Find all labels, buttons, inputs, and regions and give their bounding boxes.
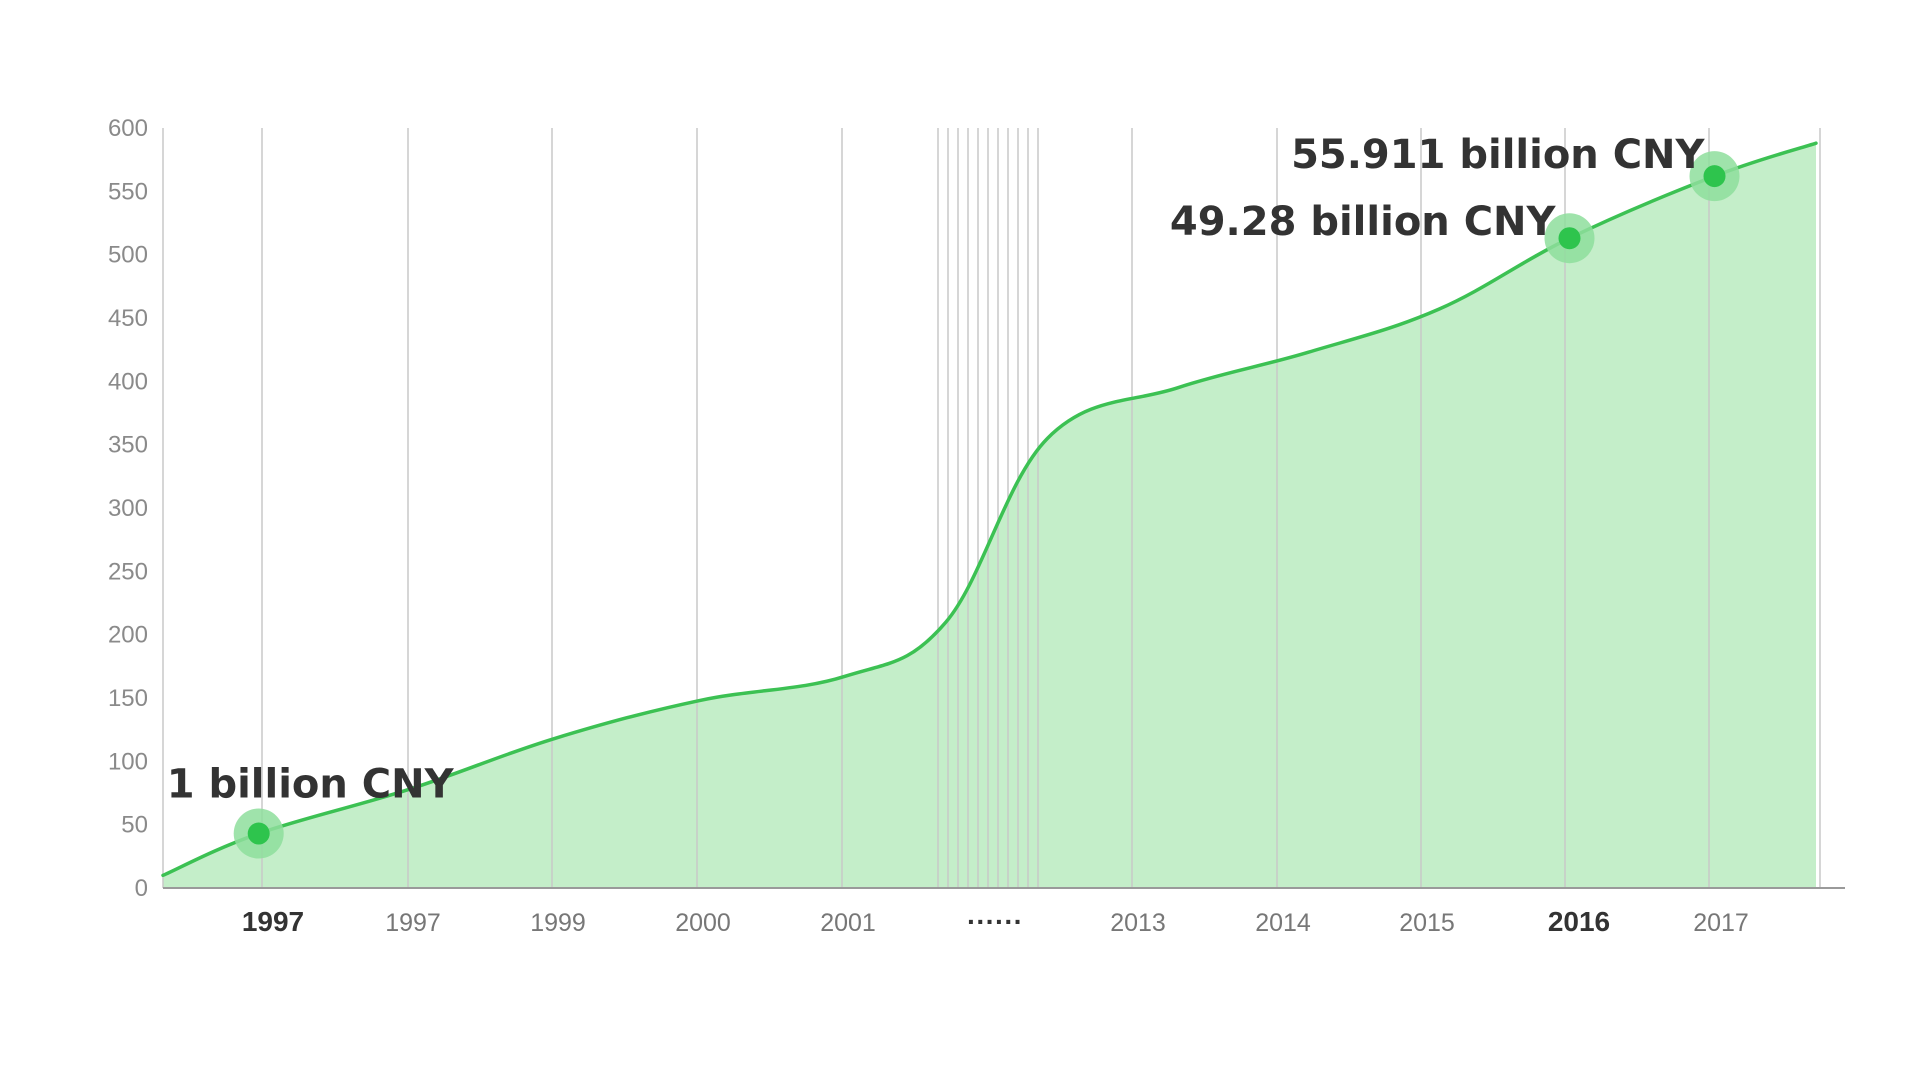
y-tick-label: 500: [108, 242, 148, 269]
x-tick-label: 2015: [1399, 909, 1455, 937]
data-point-marker[interactable]: [247, 822, 270, 845]
x-tick-label: 1997: [242, 906, 304, 937]
y-tick-label: 250: [108, 558, 148, 585]
y-tick-label: 550: [108, 178, 148, 205]
series-line: [161, 141, 1818, 878]
x-tick-label: 2017: [1693, 909, 1749, 937]
grid-layer: [162, 128, 1821, 888]
y-tick-label: 200: [108, 622, 148, 649]
area-fill: [163, 143, 1816, 888]
y-tick-label: 400: [108, 368, 148, 395]
x-tick-label: 2013: [1110, 909, 1166, 937]
x-tick-labels: 1997 1997 1999 2000 2001 ······ 2013 2014 2015 20…: [242, 906, 1749, 937]
y-tick-labels: 0 50 100 150 200 250 300 350 400 450 500 550 600: [108, 115, 148, 902]
y-tick-label: 300: [108, 495, 148, 522]
marker-layer: [233, 151, 1740, 859]
data-annotation-label: 1 billion CNY: [167, 762, 455, 808]
x-tick-label: 2014: [1255, 909, 1311, 937]
y-tick-label: 600: [108, 115, 148, 142]
x-tick-label: 2001: [820, 909, 876, 937]
x-tick-label: ······: [967, 906, 1023, 937]
x-tick-label: 2016: [1548, 906, 1610, 937]
x-tick-label: 1997: [385, 909, 441, 937]
data-point-marker[interactable]: [1703, 165, 1726, 188]
x-tick-label: 2000: [675, 909, 731, 937]
annotation-layer: 1 billion CNY 49.28 billion CNY 55.911 bil…: [167, 132, 1706, 807]
y-tick-label: 150: [108, 685, 148, 712]
x-tick-label: 1999: [530, 909, 586, 937]
data-annotation-label: 55.911 billion CNY: [1291, 132, 1705, 178]
y-tick-label: 100: [108, 748, 148, 775]
area-layer: [163, 143, 1816, 888]
y-tick-label: 450: [108, 305, 148, 332]
data-annotation-label: 49.28 billion CNY: [1170, 199, 1557, 245]
line-layer: [161, 141, 1818, 878]
y-tick-label: 0: [135, 875, 148, 902]
y-tick-label: 350: [108, 432, 148, 459]
data-point-marker[interactable]: [1558, 227, 1581, 250]
y-tick-label: 50: [121, 812, 148, 839]
